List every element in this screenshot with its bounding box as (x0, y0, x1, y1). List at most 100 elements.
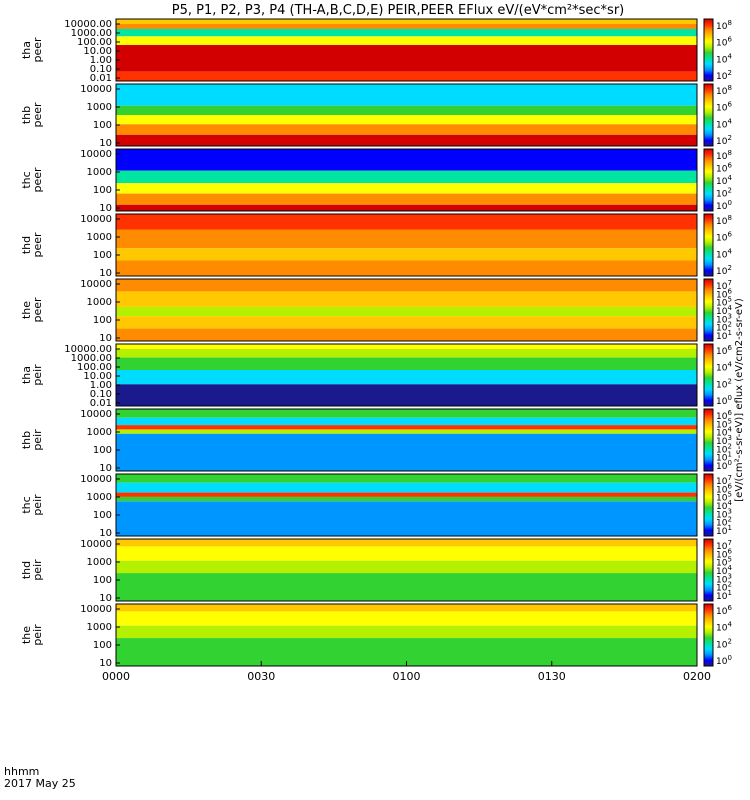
colorbar-tick-label: 104 (716, 361, 732, 374)
colorbar-tick-label: 100 (716, 394, 732, 407)
panel-frame (115, 538, 698, 602)
y-tick-label: 100 (93, 185, 112, 196)
colorbar-tick-label: 108 (716, 19, 732, 32)
colorbar (703, 408, 714, 472)
y-axis-label: thepeir (20, 624, 44, 646)
colorbar (703, 213, 714, 277)
colorbar (703, 148, 714, 212)
y-tick-label: 10 (99, 463, 112, 474)
x-tick-label: 0130 (538, 670, 566, 683)
colorbar-tick-label: 106 (716, 344, 732, 357)
y-tick-label: 0.10 (90, 64, 112, 75)
panel-frame (115, 213, 698, 277)
heatmap-band (116, 71, 697, 81)
y-tick-label: 10000.00 (64, 344, 112, 355)
y-tick-label: 1000 (87, 622, 112, 633)
panel-thd-peer: 10000 1000 100 10 thdpeer 108 106 104 102 (20, 213, 732, 279)
panel-thd-peir: 10000100010010thdpeir1071061051041031021… (20, 538, 732, 604)
y-tick-label: 1000 (87, 167, 112, 178)
heatmap-band (116, 501, 697, 536)
y-tick-label: 100 (93, 250, 112, 261)
heatmap-band (116, 316, 697, 329)
y-axis-label: thapeir (20, 364, 44, 386)
heatmap-band (116, 546, 697, 561)
colorbar (703, 538, 714, 602)
heatmap-band (116, 291, 697, 307)
heatmap-band (116, 344, 697, 349)
colorbar-tick-label: 102 (716, 637, 732, 650)
colorbar-tick-label: 104 (716, 621, 732, 634)
panel-thb-peer: 10000 1000 100 10 thbpeer 108 106 104 102 (20, 83, 732, 149)
heatmap-band (116, 409, 697, 418)
heatmap-band (116, 496, 697, 502)
y-tick-label: 10.00 (83, 371, 112, 382)
heatmap-band (116, 193, 697, 205)
heatmap-band (116, 539, 697, 547)
heatmap-band (116, 328, 697, 341)
y-axis-label: thcpeer (20, 167, 44, 193)
heatmap-band (116, 429, 697, 434)
heatmap-band (116, 482, 697, 493)
y-tick-label: 10 (99, 268, 112, 279)
figure-title: P5, P1, P2, P3, P4 (TH-A,B,C,D,E) PEIR,P… (172, 3, 625, 18)
y-tick-label: 10000 (80, 279, 112, 290)
heatmap-band (116, 370, 697, 385)
panel-thc-peir: 10000100010010thcpeir1071061051041031021… (20, 473, 732, 539)
colorbar-tick-label: 106 (716, 101, 732, 114)
x-row-label: hhmm (4, 765, 39, 778)
y-tick-label: 100.00 (77, 37, 112, 48)
panel-frame (115, 18, 698, 82)
y-axis-label: thepeer (20, 297, 44, 323)
colorbar-tick-label: 106 (716, 604, 732, 617)
y-tick-label: 1000.00 (71, 28, 112, 39)
y-tick-label: 100 (93, 640, 112, 651)
heatmap-band (116, 115, 697, 125)
y-tick-label: 10000 (80, 149, 112, 160)
heatmap-band (116, 474, 697, 483)
heatmap-band (116, 229, 697, 249)
y-tick-label: 100 (93, 575, 112, 586)
heatmap-band (116, 357, 697, 370)
colorbar-tick-label: 100 (716, 199, 732, 212)
y-tick-label: 10000 (80, 409, 112, 420)
heatmap-band (116, 279, 697, 292)
heatmap-band (116, 560, 697, 574)
x-tick-label: 0100 (393, 670, 421, 683)
colorbar (703, 278, 714, 342)
y-tick-label: 10 (99, 333, 112, 344)
y-tick-label: 10.00 (83, 46, 112, 57)
heatmap-band (116, 149, 697, 171)
y-tick-label: 10000.00 (64, 19, 112, 30)
panel-frame (115, 473, 698, 537)
colorbar-tick-label: 104 (716, 174, 732, 187)
y-tick-label: 0.10 (90, 389, 112, 400)
y-tick-label: 100 (93, 510, 112, 521)
y-tick-label: 1000 (87, 427, 112, 438)
colorbar (703, 18, 714, 82)
colorbar (703, 83, 714, 147)
colorbar-tick-label: 102 (716, 187, 732, 200)
y-tick-label: 1.00 (90, 55, 112, 66)
heatmap-band (116, 384, 697, 406)
y-tick-label: 100 (93, 120, 112, 131)
x-tick-label: 0030 (247, 670, 275, 683)
y-tick-label: 1000 (87, 232, 112, 243)
y-tick-label: 10 (99, 658, 112, 669)
panel-frame (115, 83, 698, 147)
heatmap-band (116, 625, 697, 639)
panel-frame (115, 148, 698, 212)
heatmap-band (116, 260, 697, 276)
y-tick-label: 100 (93, 445, 112, 456)
heatmap-band (116, 433, 697, 471)
colorbar-tick-label: 106 (716, 162, 732, 175)
heatmap-band (116, 417, 697, 426)
y-tick-label: 1000 (87, 492, 112, 503)
colorbar (703, 603, 714, 667)
y-tick-label: 10000 (80, 474, 112, 485)
colorbar-tick-label: 102 (716, 377, 732, 390)
